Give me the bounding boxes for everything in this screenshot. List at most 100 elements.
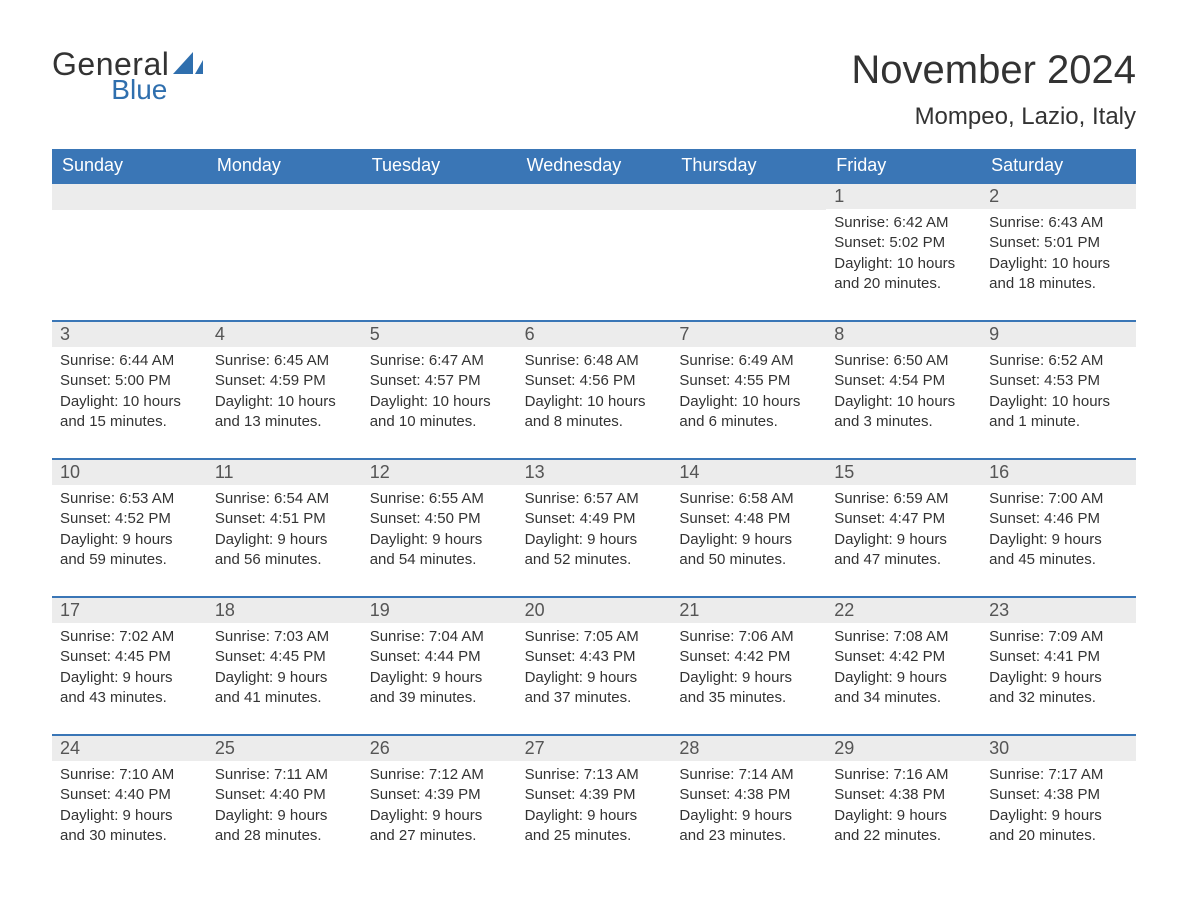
daylight-text: Daylight: 10 hours and 10 minutes.	[370, 392, 509, 433]
calendar: SundayMondayTuesdayWednesdayThursdayFrid…	[52, 149, 1136, 858]
day-number: 20	[517, 598, 672, 623]
daylight-text: Daylight: 10 hours and 6 minutes.	[679, 392, 818, 433]
sunset-text: Sunset: 4:57 PM	[370, 371, 509, 391]
day-details: Sunrise: 6:52 AMSunset: 4:53 PMDaylight:…	[981, 347, 1136, 436]
day-number: 23	[981, 598, 1136, 623]
day-details: Sunrise: 6:48 AMSunset: 4:56 PMDaylight:…	[517, 347, 672, 436]
empty-day-bar	[362, 184, 517, 210]
day-cell: 16Sunrise: 7:00 AMSunset: 4:46 PMDayligh…	[981, 460, 1136, 582]
day-cell: 19Sunrise: 7:04 AMSunset: 4:44 PMDayligh…	[362, 598, 517, 720]
daylight-text: Daylight: 10 hours and 18 minutes.	[989, 254, 1128, 295]
day-number: 26	[362, 736, 517, 761]
day-details: Sunrise: 7:10 AMSunset: 4:40 PMDaylight:…	[52, 761, 207, 850]
sunrise-text: Sunrise: 6:49 AM	[679, 351, 818, 371]
day-number: 1	[826, 184, 981, 209]
sunset-text: Sunset: 4:41 PM	[989, 647, 1128, 667]
daylight-text: Daylight: 9 hours and 50 minutes.	[679, 530, 818, 571]
sunrise-text: Sunrise: 7:09 AM	[989, 627, 1128, 647]
daylight-text: Daylight: 9 hours and 20 minutes.	[989, 806, 1128, 847]
daylight-text: Daylight: 10 hours and 13 minutes.	[215, 392, 354, 433]
sunset-text: Sunset: 5:00 PM	[60, 371, 199, 391]
daylight-text: Daylight: 9 hours and 35 minutes.	[679, 668, 818, 709]
day-details: Sunrise: 6:49 AMSunset: 4:55 PMDaylight:…	[671, 347, 826, 436]
day-cell: 1Sunrise: 6:42 AMSunset: 5:02 PMDaylight…	[826, 184, 981, 306]
daylight-text: Daylight: 9 hours and 23 minutes.	[679, 806, 818, 847]
sunset-text: Sunset: 4:40 PM	[215, 785, 354, 805]
day-details: Sunrise: 6:57 AMSunset: 4:49 PMDaylight:…	[517, 485, 672, 574]
day-cell: 18Sunrise: 7:03 AMSunset: 4:45 PMDayligh…	[207, 598, 362, 720]
sunset-text: Sunset: 4:53 PM	[989, 371, 1128, 391]
week-row: 17Sunrise: 7:02 AMSunset: 4:45 PMDayligh…	[52, 596, 1136, 720]
daylight-text: Daylight: 9 hours and 30 minutes.	[60, 806, 199, 847]
day-details: Sunrise: 6:42 AMSunset: 5:02 PMDaylight:…	[826, 209, 981, 298]
sunrise-text: Sunrise: 6:57 AM	[525, 489, 664, 509]
empty-day-bar	[517, 184, 672, 210]
sunrise-text: Sunrise: 6:45 AM	[215, 351, 354, 371]
day-cell: 6Sunrise: 6:48 AMSunset: 4:56 PMDaylight…	[517, 322, 672, 444]
day-number: 5	[362, 322, 517, 347]
sunset-text: Sunset: 4:52 PM	[60, 509, 199, 529]
sunrise-text: Sunrise: 7:05 AM	[525, 627, 664, 647]
day-number: 11	[207, 460, 362, 485]
day-cell: 24Sunrise: 7:10 AMSunset: 4:40 PMDayligh…	[52, 736, 207, 858]
daylight-text: Daylight: 9 hours and 25 minutes.	[525, 806, 664, 847]
daylight-text: Daylight: 9 hours and 32 minutes.	[989, 668, 1128, 709]
sunset-text: Sunset: 4:47 PM	[834, 509, 973, 529]
sunrise-text: Sunrise: 7:13 AM	[525, 765, 664, 785]
sunset-text: Sunset: 4:45 PM	[60, 647, 199, 667]
sunset-text: Sunset: 4:49 PM	[525, 509, 664, 529]
day-cell	[207, 184, 362, 306]
sunset-text: Sunset: 4:59 PM	[215, 371, 354, 391]
sunrise-text: Sunrise: 7:16 AM	[834, 765, 973, 785]
day-number: 25	[207, 736, 362, 761]
daylight-text: Daylight: 9 hours and 56 minutes.	[215, 530, 354, 571]
day-number: 2	[981, 184, 1136, 209]
day-number: 27	[517, 736, 672, 761]
week-row: 10Sunrise: 6:53 AMSunset: 4:52 PMDayligh…	[52, 458, 1136, 582]
day-number: 18	[207, 598, 362, 623]
day-details: Sunrise: 6:44 AMSunset: 5:00 PMDaylight:…	[52, 347, 207, 436]
day-number: 3	[52, 322, 207, 347]
day-number: 8	[826, 322, 981, 347]
sunset-text: Sunset: 4:56 PM	[525, 371, 664, 391]
weekday-header-cell: Monday	[207, 149, 362, 182]
day-details: Sunrise: 6:50 AMSunset: 4:54 PMDaylight:…	[826, 347, 981, 436]
daylight-text: Daylight: 9 hours and 52 minutes.	[525, 530, 664, 571]
day-details: Sunrise: 6:47 AMSunset: 4:57 PMDaylight:…	[362, 347, 517, 436]
day-details: Sunrise: 6:59 AMSunset: 4:47 PMDaylight:…	[826, 485, 981, 574]
sunrise-text: Sunrise: 6:52 AM	[989, 351, 1128, 371]
day-details: Sunrise: 7:12 AMSunset: 4:39 PMDaylight:…	[362, 761, 517, 850]
day-details: Sunrise: 6:55 AMSunset: 4:50 PMDaylight:…	[362, 485, 517, 574]
weekday-header-cell: Tuesday	[362, 149, 517, 182]
day-number: 7	[671, 322, 826, 347]
daylight-text: Daylight: 9 hours and 45 minutes.	[989, 530, 1128, 571]
day-number: 29	[826, 736, 981, 761]
weekday-header-cell: Sunday	[52, 149, 207, 182]
daylight-text: Daylight: 9 hours and 37 minutes.	[525, 668, 664, 709]
sunset-text: Sunset: 4:38 PM	[679, 785, 818, 805]
day-cell: 26Sunrise: 7:12 AMSunset: 4:39 PMDayligh…	[362, 736, 517, 858]
day-details: Sunrise: 7:13 AMSunset: 4:39 PMDaylight:…	[517, 761, 672, 850]
day-cell: 11Sunrise: 6:54 AMSunset: 4:51 PMDayligh…	[207, 460, 362, 582]
week-row: 3Sunrise: 6:44 AMSunset: 5:00 PMDaylight…	[52, 320, 1136, 444]
day-details: Sunrise: 7:00 AMSunset: 4:46 PMDaylight:…	[981, 485, 1136, 574]
logo-sail-icon	[173, 52, 207, 85]
weekday-header-row: SundayMondayTuesdayWednesdayThursdayFrid…	[52, 149, 1136, 182]
day-cell: 20Sunrise: 7:05 AMSunset: 4:43 PMDayligh…	[517, 598, 672, 720]
day-cell: 9Sunrise: 6:52 AMSunset: 4:53 PMDaylight…	[981, 322, 1136, 444]
day-details: Sunrise: 6:54 AMSunset: 4:51 PMDaylight:…	[207, 485, 362, 574]
weekday-header-cell: Thursday	[671, 149, 826, 182]
sunset-text: Sunset: 5:02 PM	[834, 233, 973, 253]
daylight-text: Daylight: 10 hours and 1 minute.	[989, 392, 1128, 433]
sunrise-text: Sunrise: 6:59 AM	[834, 489, 973, 509]
day-cell: 17Sunrise: 7:02 AMSunset: 4:45 PMDayligh…	[52, 598, 207, 720]
daylight-text: Daylight: 9 hours and 43 minutes.	[60, 668, 199, 709]
sunset-text: Sunset: 4:54 PM	[834, 371, 973, 391]
sunrise-text: Sunrise: 6:50 AM	[834, 351, 973, 371]
day-details: Sunrise: 7:16 AMSunset: 4:38 PMDaylight:…	[826, 761, 981, 850]
logo: General Blue	[52, 48, 207, 104]
day-cell: 25Sunrise: 7:11 AMSunset: 4:40 PMDayligh…	[207, 736, 362, 858]
sunset-text: Sunset: 4:38 PM	[834, 785, 973, 805]
weekday-header-cell: Wednesday	[517, 149, 672, 182]
empty-day-bar	[671, 184, 826, 210]
